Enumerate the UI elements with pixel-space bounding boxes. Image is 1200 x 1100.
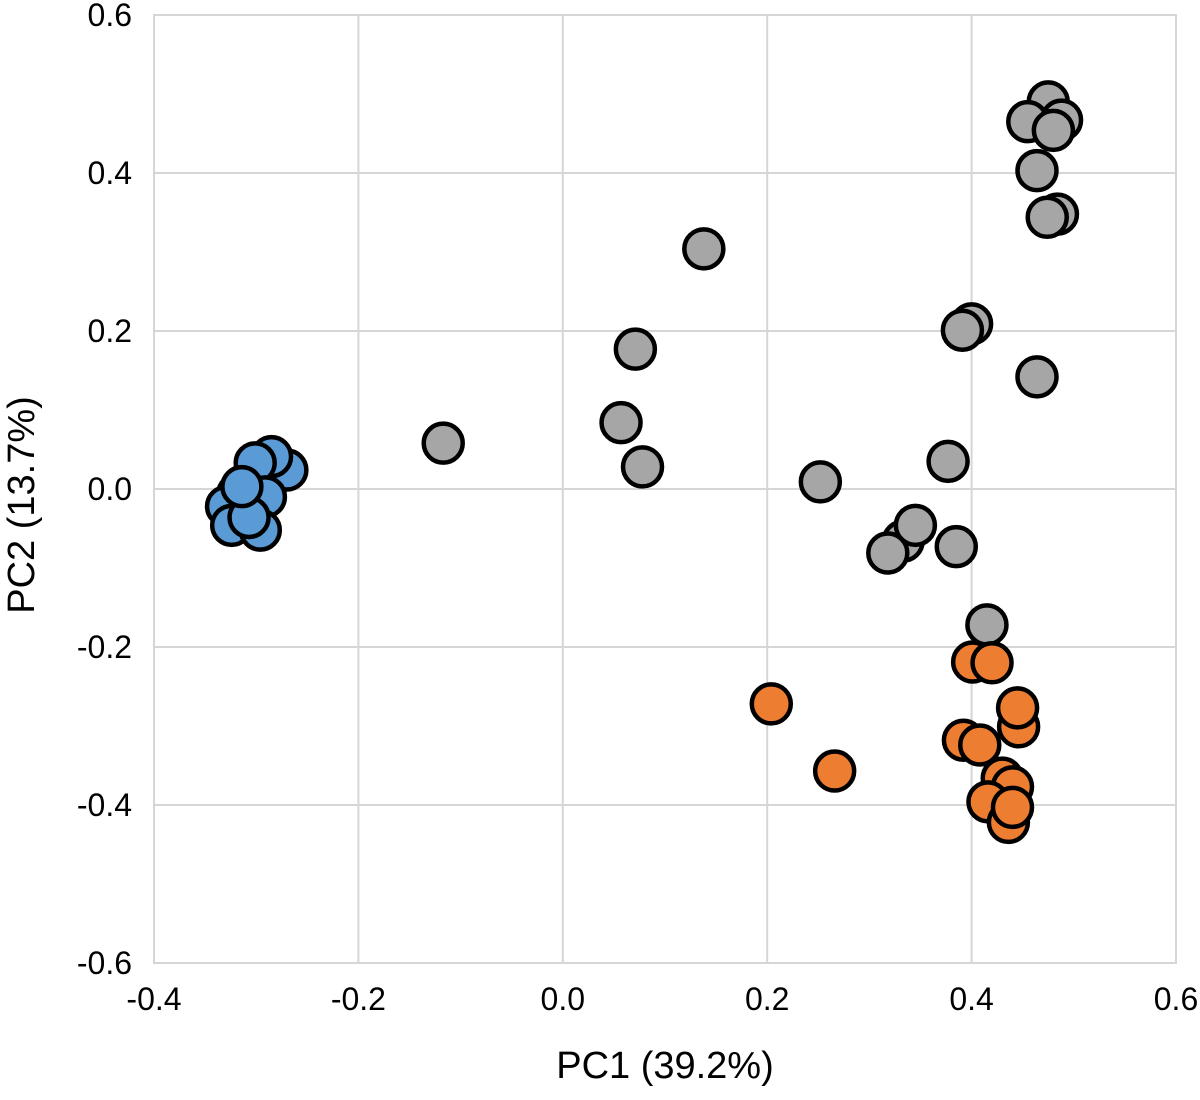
data-point	[970, 641, 1014, 685]
data-point	[599, 400, 643, 445]
data-point	[926, 439, 970, 484]
data-point	[995, 686, 1040, 730]
plot-border	[153, 14, 1177, 964]
x-tick-label: -0.4	[126, 981, 181, 1017]
y-tick-label: -0.6	[77, 945, 132, 981]
data-point	[220, 464, 264, 509]
y-tick-label: 0.0	[88, 471, 132, 507]
group-blue	[204, 434, 309, 552]
data-point	[798, 460, 843, 504]
data-point	[990, 785, 1035, 830]
y-tick-labels: 0.6 0.4 0.2 0.0 -0.2 -0.4 -0.6	[77, 0, 132, 981]
data-point	[812, 749, 857, 793]
y-axis-title: PC2 (13.7%)	[1, 396, 43, 614]
data-point	[958, 723, 1002, 767]
group-orange	[749, 640, 1041, 845]
data-point	[1025, 195, 1069, 239]
x-tick-labels: -0.4 -0.2 0.0 0.2 0.4 0.6	[126, 981, 1198, 1017]
data-point	[1031, 108, 1076, 153]
data-point	[682, 227, 726, 271]
data-point	[1015, 148, 1059, 193]
y-tick-label: 0.6	[88, 0, 132, 33]
data-point	[965, 603, 1009, 647]
x-tick-label: -0.2	[331, 981, 386, 1017]
x-tick-label: 0.6	[1154, 981, 1198, 1017]
data-point	[1015, 355, 1059, 399]
x-axis-title: PC1 (39.2%)	[556, 1045, 774, 1087]
data-point	[613, 327, 658, 371]
y-tick-label: -0.2	[77, 629, 132, 665]
group-gray	[421, 80, 1084, 647]
data-point	[421, 421, 465, 465]
data-point	[620, 445, 665, 489]
y-tick-label: -0.4	[77, 787, 132, 823]
data-point	[749, 682, 794, 726]
data-point	[934, 524, 979, 569]
data-point	[940, 308, 985, 352]
x-tick-label: 0.0	[541, 981, 585, 1017]
data-point	[866, 531, 910, 575]
data-point	[893, 503, 938, 548]
data-points	[204, 80, 1084, 845]
x-tick-label: 0.2	[745, 981, 789, 1017]
y-tick-label: 0.2	[88, 313, 132, 349]
x-tick-label: 0.4	[949, 981, 993, 1017]
y-tick-label: 0.4	[88, 155, 132, 191]
